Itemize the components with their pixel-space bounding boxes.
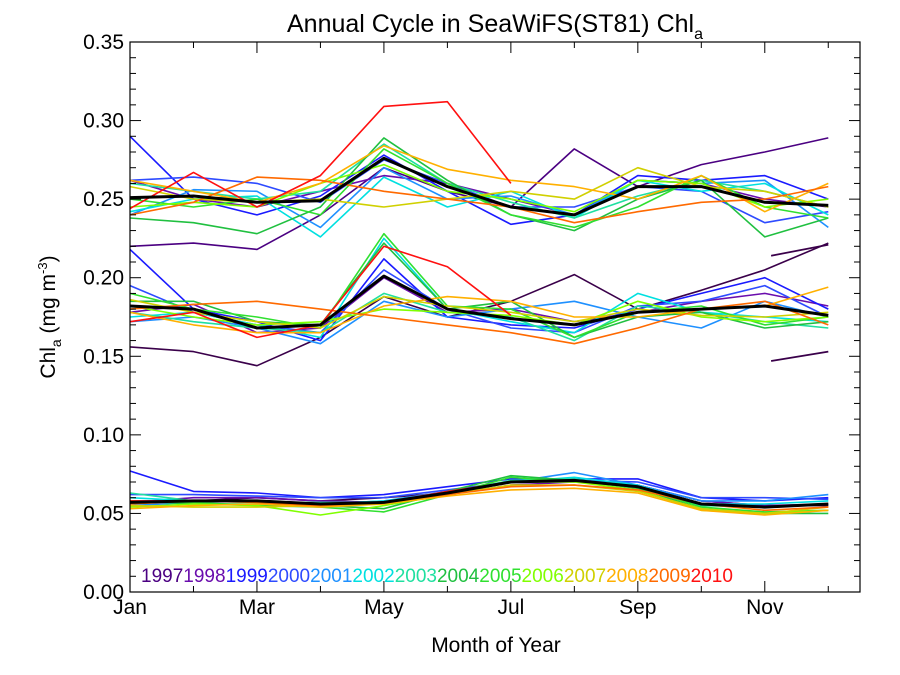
mean-line-group-3 — [129, 478, 829, 509]
legend-item-1998: 1998 — [183, 566, 225, 587]
chart-title: Annual Cycle in SeaWiFS(ST81) Chla — [287, 10, 703, 43]
legend-item-2007: 2007 — [564, 566, 606, 587]
y-axis-title: Chla (mg m-3) — [35, 255, 64, 378]
mean-line-group-2 — [129, 274, 829, 330]
y-tick-label: 0.05 — [83, 502, 124, 525]
x-tick-label: Mar — [239, 596, 275, 619]
y-tick-label: 0.10 — [83, 424, 124, 447]
legend: 1997199819992000200120022003200420052006… — [141, 566, 733, 587]
extra-segment-1 — [770, 243, 829, 257]
series-line-2008-group-3 — [129, 487, 829, 516]
series-line-2010-group-1 — [129, 100, 512, 210]
legend-item-2000: 2000 — [268, 566, 310, 587]
legend-item-2009: 2009 — [648, 566, 690, 587]
legend-item-2004: 2004 — [437, 566, 480, 587]
plot-area — [129, 100, 829, 516]
legend-item-2006: 2006 — [522, 566, 564, 587]
legend-item-1997: 1997 — [141, 566, 183, 587]
y-tick-label: 0.30 — [83, 110, 124, 133]
extra-segment-2 — [770, 350, 829, 362]
y-tick-label: 0.15 — [83, 345, 124, 368]
x-tick-label: Nov — [746, 596, 784, 619]
y-axis: 0.00 0.05 0.10 0.15 0.20 0.25 0.30 0.35 — [83, 31, 860, 604]
legend-item-2003: 2003 — [395, 566, 437, 587]
legend-item-2005: 2005 — [479, 566, 521, 587]
x-tick-label: May — [364, 596, 404, 619]
series-line-2009-group-1 — [129, 176, 829, 224]
y-tick-label: 0.35 — [83, 31, 124, 54]
x-axis: Jan Mar May Jul Sep Nov — [113, 42, 829, 619]
legend-item-2002: 2002 — [352, 566, 394, 587]
plot-frame — [129, 41, 861, 593]
legend-item-2008: 2008 — [606, 566, 648, 587]
legend-item-2001: 2001 — [310, 566, 352, 587]
x-tick-label: Jul — [497, 596, 524, 619]
series-line-2007-group-2 — [129, 295, 829, 329]
legend-labels: 1997199819992000200120022003200420052006… — [141, 566, 733, 587]
x-tick-label: Jan — [113, 596, 147, 619]
series-line-1999-group-1 — [129, 135, 829, 226]
y-tick-label: 0.00 — [83, 581, 124, 604]
legend-item-1999: 1999 — [226, 566, 268, 587]
y-tick-label: 0.20 — [83, 267, 124, 290]
x-tick-label: Sep — [619, 596, 656, 619]
y-tick-label: 0.25 — [83, 188, 124, 211]
series-line-1998-group-2 — [129, 276, 829, 334]
mean-line-group-1 — [129, 156, 829, 217]
legend-item-2010: 2010 — [691, 566, 733, 587]
x-axis-title: Month of Year — [431, 634, 561, 657]
